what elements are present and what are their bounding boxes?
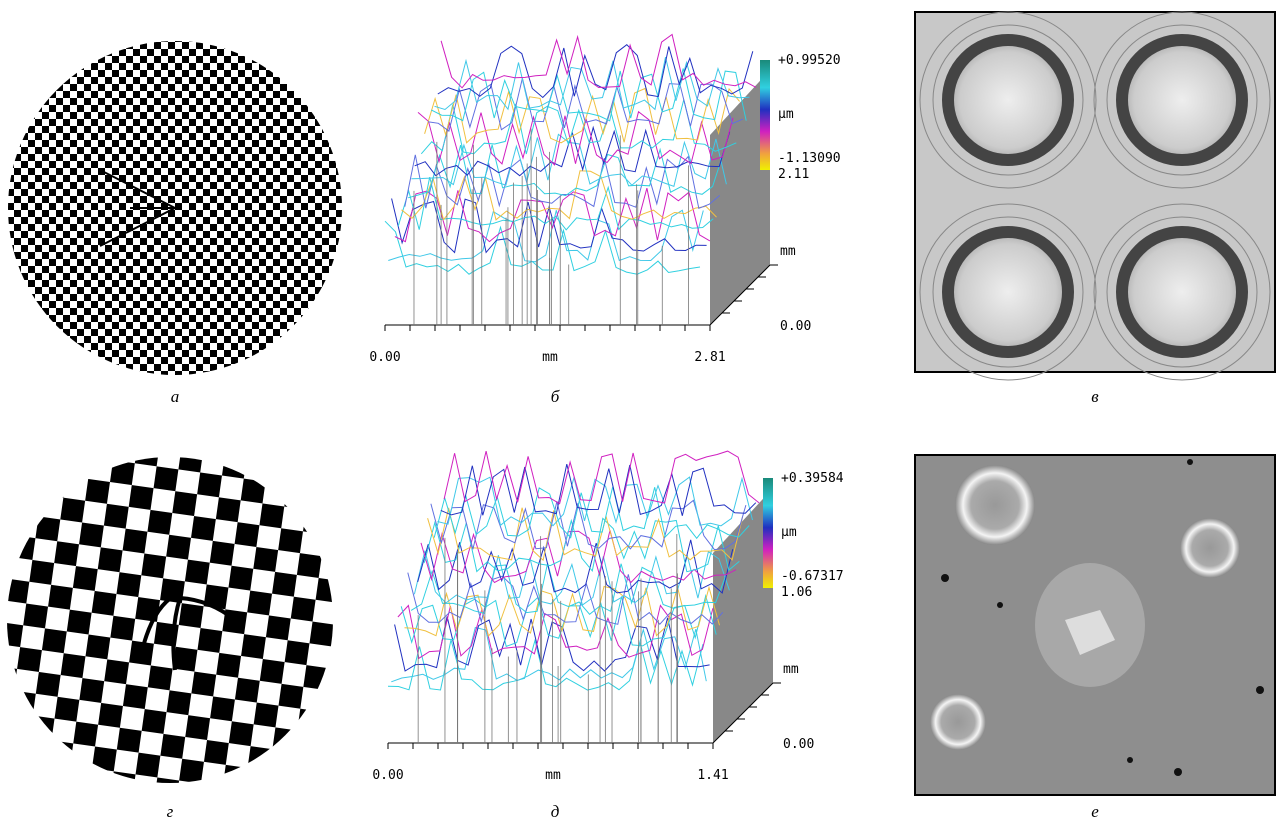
axis-label: mm — [780, 244, 796, 259]
side-wall — [710, 70, 770, 325]
surface-trace — [430, 499, 747, 551]
surface-trace — [440, 463, 757, 516]
axis-label: -0.67317 — [781, 569, 844, 584]
color-bar — [763, 478, 773, 588]
axis-label: mm — [783, 662, 799, 677]
side-wall — [713, 488, 773, 743]
surface-trace — [440, 33, 757, 89]
axis-label: 0.00 — [372, 768, 403, 783]
micrograph-e — [914, 454, 1276, 796]
surface-trace — [407, 144, 724, 199]
panel-label: д — [551, 802, 560, 821]
axis-label: mm — [545, 768, 561, 783]
axis-label: 0.00 — [783, 737, 814, 752]
surface-trace — [420, 99, 737, 155]
surface-trace — [430, 68, 747, 122]
panel-label: в — [1091, 387, 1099, 406]
surface-trace — [433, 486, 750, 540]
surface-trace — [391, 198, 707, 254]
surface-trace — [401, 170, 717, 221]
surface-trace — [434, 56, 750, 111]
axis-label: µm — [781, 525, 797, 540]
surface-trace — [437, 475, 753, 527]
panel-label: а — [171, 387, 180, 406]
axis-label: 2.11 — [778, 167, 809, 182]
axis-label: -1.13090 — [778, 151, 841, 166]
checkerboard-a — [8, 41, 342, 375]
color-bar — [760, 60, 770, 170]
surface-trace — [443, 450, 760, 505]
surface-trace — [437, 44, 754, 99]
depth-axis — [712, 682, 774, 744]
surface-trace — [427, 78, 744, 132]
surface-trace — [397, 176, 714, 231]
axis-label: mm — [542, 350, 558, 365]
surface-trace — [423, 517, 740, 573]
axis-label: +0.99520 — [778, 53, 841, 68]
surface-trace — [407, 572, 724, 625]
surface-trace — [394, 616, 710, 672]
surface-trace — [384, 220, 701, 275]
surface-trace — [387, 638, 704, 691]
axis-label: 1.06 — [781, 585, 812, 600]
surface-trace — [394, 187, 711, 243]
axis-label: 1.41 — [697, 768, 728, 783]
surface-trace — [420, 530, 737, 584]
depth-axis — [709, 264, 771, 326]
axis-label: +0.39584 — [781, 471, 844, 486]
surface-trace — [427, 507, 744, 562]
panel-label: г — [167, 802, 174, 821]
surface-trace — [400, 593, 717, 648]
surface-trace — [417, 539, 734, 594]
axis-label: 0.00 — [369, 350, 400, 365]
axis-label: 0.00 — [780, 319, 811, 334]
surface-trace — [404, 585, 720, 637]
axis-label: µm — [778, 107, 794, 122]
surface-trace — [410, 563, 727, 615]
checkerboard-g — [7, 457, 333, 783]
panel-label: е — [1091, 802, 1099, 821]
axis-label: 2.81 — [694, 350, 725, 365]
panel-label: б — [551, 387, 560, 406]
surface-trace — [391, 626, 707, 683]
micrograph-c — [914, 11, 1276, 381]
surface-trace — [424, 87, 740, 144]
